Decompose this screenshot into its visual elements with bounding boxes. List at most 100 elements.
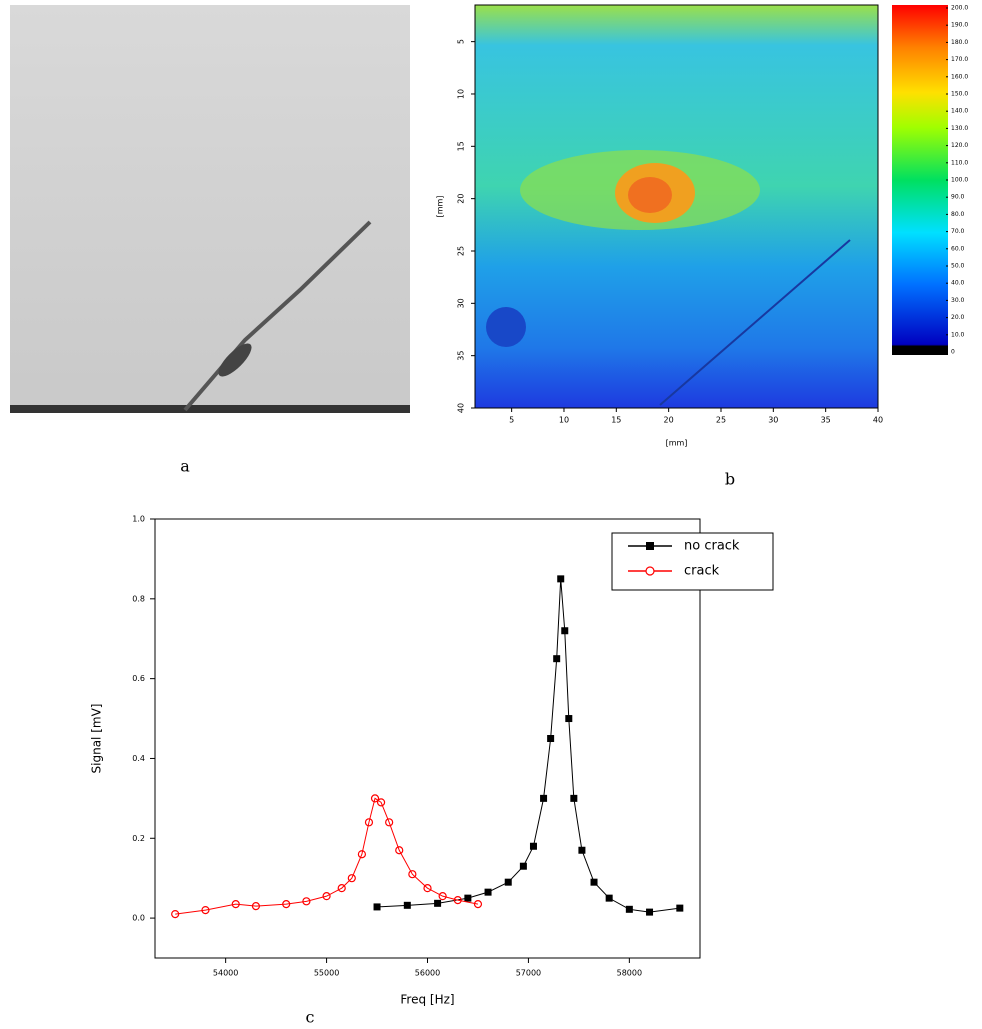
x-tick-label: 15	[611, 416, 621, 425]
data-point	[376, 798, 386, 807]
x-tick-label: 25	[716, 416, 726, 425]
y-tick-label: 5	[457, 39, 466, 44]
y-tick-label: 40	[457, 403, 466, 413]
data-point	[646, 908, 654, 916]
legend-label: crack	[684, 564, 720, 579]
colorbar-tick-label: 10.0	[951, 331, 965, 338]
x-tick-label: 5	[509, 416, 514, 425]
data-point	[357, 850, 366, 859]
data-point	[464, 894, 472, 902]
data-point	[519, 862, 527, 870]
data-point	[484, 888, 492, 896]
x-tick-label: 56000	[415, 969, 440, 978]
image-edge	[10, 405, 410, 413]
data-point	[529, 842, 537, 850]
x-tick-label: 40	[873, 416, 883, 425]
y-tick-label: 30	[457, 298, 466, 308]
caption: a	[180, 457, 190, 476]
y-tick-label: 0.0	[132, 914, 145, 923]
data-point	[434, 899, 442, 907]
caption: b	[725, 470, 735, 489]
x-axis-label: [mm]	[666, 439, 688, 448]
data-point	[337, 884, 346, 893]
data-point	[231, 900, 240, 909]
colorbar-tick-label: 90.0	[951, 194, 965, 201]
data-point	[570, 794, 578, 802]
x-tick-label: 10	[559, 416, 569, 425]
x-axis-label: Freq [Hz]	[400, 993, 454, 1007]
data-point	[385, 818, 394, 827]
x-tick-label: 35	[821, 416, 831, 425]
data-point	[395, 846, 404, 855]
y-tick-label: 20	[457, 194, 466, 204]
y-tick-label: 0.8	[132, 594, 145, 603]
data-point	[605, 894, 613, 902]
data-point	[557, 575, 565, 583]
colorbar-tick-label: 140.0	[951, 108, 968, 115]
y-tick-label: 0.2	[132, 834, 145, 843]
data-point	[565, 715, 573, 723]
x-tick-label: 30	[768, 416, 778, 425]
data-point	[364, 818, 374, 827]
y-tick-label: 0.4	[132, 754, 145, 763]
y-axis-label: [mm]	[436, 196, 445, 218]
colorbar-tick-label: 50.0	[951, 263, 965, 270]
data-point	[370, 794, 380, 803]
data-point	[438, 892, 447, 901]
data-point	[423, 884, 432, 893]
data-point	[504, 878, 512, 886]
data-point	[373, 903, 381, 911]
colorbar-tick-label: 40.0	[951, 280, 965, 287]
colorbar-tick-label: 190.0	[951, 22, 968, 29]
y-tick-label: 15	[457, 141, 466, 151]
caption: c	[306, 1008, 315, 1027]
x-tick-label: 57000	[516, 969, 541, 978]
legend-marker	[646, 542, 654, 550]
data-point	[625, 905, 633, 913]
axes-frame	[474, 4, 879, 409]
data-point	[322, 892, 331, 901]
crack	[183, 220, 372, 412]
colorbar-tick-label: 120.0	[951, 142, 968, 149]
colorbar-tick-label: 20.0	[951, 314, 965, 321]
data-point	[547, 735, 555, 742]
y-tick-label: 25	[457, 246, 466, 256]
data-point	[561, 627, 569, 635]
data-point	[553, 655, 561, 663]
data-point	[171, 909, 180, 919]
colorbar-tick-label: 150.0	[951, 91, 968, 98]
y-tick-label: 1.0	[132, 515, 145, 524]
colorbar-tick-label: 200.0	[951, 5, 968, 12]
x-tick-label: 58000	[617, 969, 642, 978]
colorbar	[892, 5, 948, 355]
series-line	[377, 578, 680, 913]
y-tick-label: 0.6	[132, 674, 145, 683]
data-point	[282, 900, 291, 909]
data-point	[676, 904, 684, 912]
colorbar-tick-label: 130.0	[951, 125, 968, 132]
legend	[611, 532, 774, 591]
colorbar-tick-label: 100.0	[951, 177, 968, 184]
colorbar-tick-label: 0	[951, 349, 955, 356]
colorbar-tick-label: 170.0	[951, 56, 968, 63]
data-point	[540, 794, 548, 802]
crack	[659, 239, 851, 406]
data-point	[408, 870, 417, 879]
heat-region	[628, 177, 672, 213]
legend-label: no crack	[684, 539, 740, 554]
data-point	[578, 846, 586, 854]
data-point	[403, 901, 411, 909]
x-tick-label: 54000	[213, 969, 238, 978]
data-point	[473, 900, 483, 909]
y-axis-label: Signal [mV]	[90, 704, 104, 774]
x-tick-label: 55000	[314, 969, 339, 978]
data-point	[251, 902, 261, 911]
x-tick-label: 20	[664, 416, 674, 425]
heat-region	[486, 307, 526, 347]
legend-marker	[645, 566, 655, 576]
data-point	[453, 896, 462, 905]
y-tick-label: 35	[457, 351, 466, 361]
colorbar-tick-label: 180.0	[951, 39, 968, 46]
